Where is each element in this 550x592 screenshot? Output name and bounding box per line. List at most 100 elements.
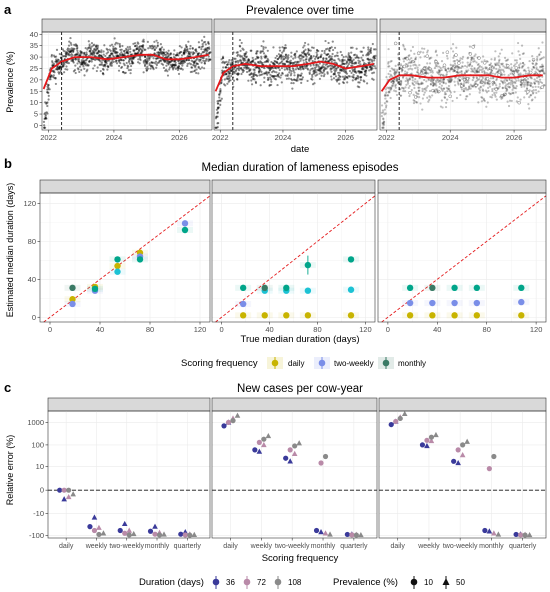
prevalence-point [278,55,281,58]
prevalence-point [334,75,338,78]
x-tick-label: 2022 [212,133,229,142]
prevalence-point [172,63,175,66]
prevalence-point [224,66,228,69]
prevalence-point [358,72,361,75]
prevalence-point [384,112,387,115]
prevalence-point [298,54,301,57]
prevalence-point [255,66,259,69]
prevalence-point [209,51,212,54]
prevalence-point [271,62,275,65]
prevalence-point [419,56,422,59]
prevalence-point [255,66,258,69]
panel-a-title: Prevalence over time [246,5,354,17]
prevalence-point [409,67,412,70]
error-point-circle [152,531,158,537]
prevalence-point [182,59,185,62]
prevalence-point [285,77,288,80]
prevalence-point [96,44,99,47]
prevalence-point [86,63,89,66]
prevalence-point [252,74,255,77]
prevalence-point [413,84,416,87]
prevalence-point [492,65,496,69]
prevalence-point [136,61,140,64]
prevalence-point [412,101,416,105]
prevalence-point [195,68,198,71]
prevalence-point [432,84,435,87]
prevalence-point [478,89,482,92]
prevalence-point [534,85,537,88]
prevalence-point [494,50,497,53]
prevalence-point [489,77,493,80]
prevalence-point [67,44,71,47]
prevalence-point [304,53,307,56]
prevalence-point [266,73,269,76]
prevalence-point [83,63,87,66]
prevalence-point [74,71,77,75]
prevalence-point [315,48,319,52]
prevalence-point [145,67,148,70]
prevalence-point [489,62,493,65]
prevalence-point [393,71,396,74]
prevalence-point [71,54,74,57]
y-tick-label: 100 [31,440,44,449]
panel-c-xlabel: Scoring frequency [262,553,339,564]
prevalence-point [296,73,300,76]
prevalence-point [404,63,408,66]
prevalence-point [348,57,352,60]
prevalence-point [399,83,402,86]
x-tick-label: two-weekly [109,543,144,550]
prevalence-point [239,49,242,52]
prevalence-point [403,57,406,60]
prevalence-point [420,82,423,85]
prevalence-point [96,52,99,55]
prevalence-point [250,49,253,52]
x-tick-label: 0 [48,325,52,334]
prevalence-point [359,50,362,53]
prevalence-point [332,72,335,76]
prevalence-point [75,53,79,56]
prevalence-point [391,80,394,83]
error-point-triangle [291,450,298,456]
prevalence-point [482,89,485,92]
prevalence-point [184,44,188,47]
prevalence-point [300,57,303,60]
prevalence-point [408,77,411,80]
prevalence-point [394,64,397,67]
prevalence-point [324,63,327,66]
prevalence-point [102,68,105,71]
prevalence-point [257,71,261,74]
prevalence-point [408,58,411,61]
prevalence-point [223,78,226,81]
duration-point [239,312,247,319]
prevalence-point [472,76,475,79]
prevalence-point [368,69,371,72]
prevalence-point [152,66,155,69]
prevalence-point [431,69,434,72]
prevalence-point [179,67,182,70]
error-point-circle [388,421,394,428]
prevalence-point [451,43,455,46]
prevalence-point [167,62,170,65]
prevalence-point [241,70,244,74]
prevalence-point [312,46,315,49]
prevalence-point [406,64,410,68]
prevalence-point [164,69,167,72]
prevalence-point [184,49,187,52]
panel-c: c New cases per cow-year Relative error … [4,380,547,589]
prevalence-point [419,50,422,53]
prevalence-point [84,46,87,50]
prevalence-point [406,80,409,83]
prevalence-point [341,75,345,78]
prevalence-point [333,66,336,69]
prevalence-point [150,61,154,64]
prevalence-point [164,59,167,63]
prevalence-point [449,91,453,94]
prevalence-point [207,40,210,44]
prevalence-point [51,61,54,64]
prevalence-point [443,96,447,99]
prevalence-point [194,64,197,67]
prevalence-point [516,41,520,45]
prevalence-point [101,55,104,59]
prevalence-point [255,50,258,53]
prevalence-point [195,62,198,65]
